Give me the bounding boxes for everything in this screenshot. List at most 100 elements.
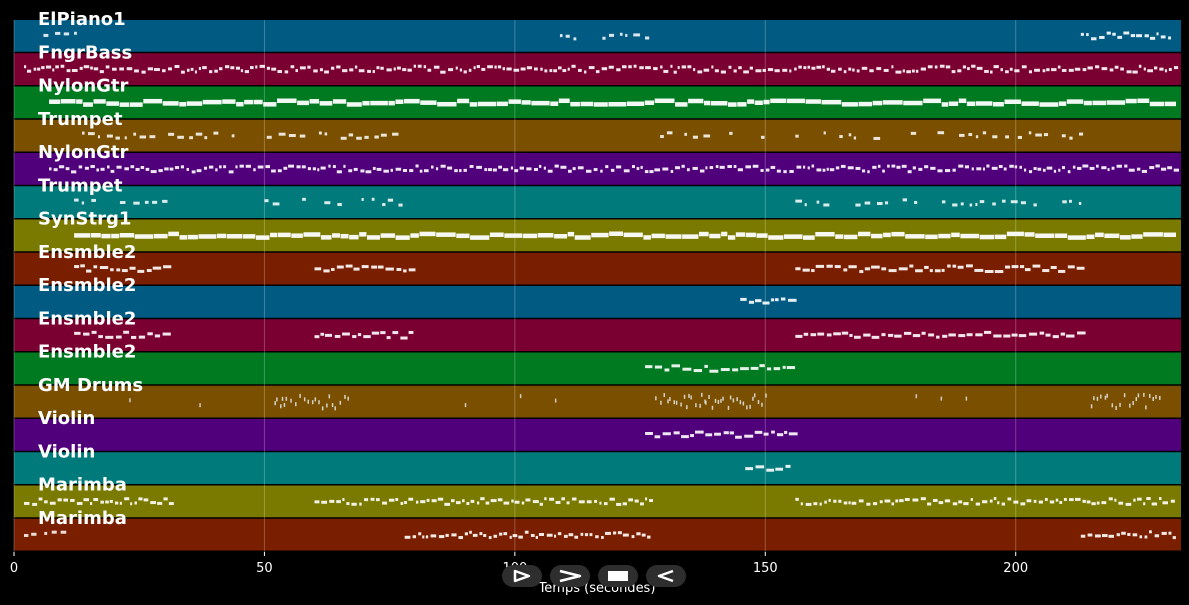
note xyxy=(168,231,179,237)
note xyxy=(966,333,973,337)
note xyxy=(640,502,644,506)
note xyxy=(755,465,765,469)
note xyxy=(976,167,982,171)
note xyxy=(365,170,372,174)
note xyxy=(1146,497,1151,501)
note xyxy=(616,68,621,72)
note xyxy=(91,330,97,334)
tick-label: 50 xyxy=(256,561,273,576)
note xyxy=(605,165,609,169)
note xyxy=(952,502,958,506)
note xyxy=(692,166,698,170)
note xyxy=(1100,394,1102,399)
track-lane xyxy=(14,419,1181,451)
track-label: Trumpet xyxy=(38,109,123,130)
note xyxy=(402,169,408,173)
note xyxy=(235,165,238,169)
note xyxy=(641,533,646,537)
note xyxy=(464,403,467,408)
stop-button[interactable] xyxy=(598,565,638,587)
rewind-button[interactable] xyxy=(646,565,686,587)
note xyxy=(387,198,394,202)
note xyxy=(823,131,826,135)
note xyxy=(265,165,271,169)
note xyxy=(41,66,45,70)
note xyxy=(236,101,244,107)
note xyxy=(733,164,737,168)
note xyxy=(440,164,446,168)
note xyxy=(843,70,847,74)
note xyxy=(444,502,451,506)
note xyxy=(459,169,462,173)
note xyxy=(174,166,180,170)
note xyxy=(1109,68,1114,72)
note xyxy=(682,234,699,239)
note xyxy=(645,365,653,369)
forward-button[interactable] xyxy=(550,565,590,587)
note xyxy=(1096,501,1100,505)
note xyxy=(116,268,121,272)
note xyxy=(24,533,29,537)
note xyxy=(1032,264,1041,268)
note xyxy=(162,199,168,203)
note xyxy=(983,330,992,334)
note xyxy=(830,69,836,73)
note xyxy=(314,335,320,339)
note xyxy=(370,497,375,501)
note xyxy=(989,499,993,503)
note xyxy=(647,535,651,539)
note xyxy=(993,334,1002,338)
note xyxy=(944,499,951,503)
note xyxy=(662,432,671,436)
note xyxy=(1087,533,1093,537)
note xyxy=(554,398,557,403)
note xyxy=(377,265,384,269)
note xyxy=(157,501,163,505)
note xyxy=(585,169,592,173)
note xyxy=(112,67,117,71)
note xyxy=(884,201,889,205)
track-notes xyxy=(74,231,1176,240)
note xyxy=(398,203,403,207)
note xyxy=(1068,68,1074,72)
note xyxy=(745,232,756,238)
note xyxy=(469,102,478,107)
note xyxy=(433,65,440,69)
note xyxy=(711,65,714,69)
note xyxy=(134,69,139,73)
note xyxy=(728,65,732,69)
note xyxy=(445,533,449,537)
note xyxy=(941,102,949,107)
note xyxy=(119,501,122,505)
track-notes xyxy=(24,530,1176,540)
note xyxy=(572,167,576,171)
note xyxy=(992,202,996,206)
note xyxy=(704,364,708,368)
note xyxy=(1020,201,1026,205)
note xyxy=(755,69,762,73)
note xyxy=(106,101,119,106)
note xyxy=(1020,502,1026,506)
note xyxy=(695,403,697,408)
note xyxy=(673,70,677,74)
note xyxy=(38,497,43,501)
note xyxy=(331,267,335,271)
note xyxy=(51,530,57,534)
note xyxy=(690,395,692,400)
note xyxy=(1096,396,1099,401)
note xyxy=(86,269,92,273)
note xyxy=(1108,497,1113,501)
note xyxy=(307,167,311,171)
note xyxy=(562,69,567,73)
play-button[interactable] xyxy=(502,565,542,587)
note xyxy=(345,264,353,268)
note xyxy=(1141,169,1148,173)
note xyxy=(372,166,376,170)
note xyxy=(1127,532,1131,536)
note xyxy=(600,169,603,173)
note xyxy=(239,164,244,168)
note xyxy=(822,168,826,172)
note xyxy=(367,69,371,73)
note xyxy=(762,301,770,305)
note xyxy=(975,333,983,337)
